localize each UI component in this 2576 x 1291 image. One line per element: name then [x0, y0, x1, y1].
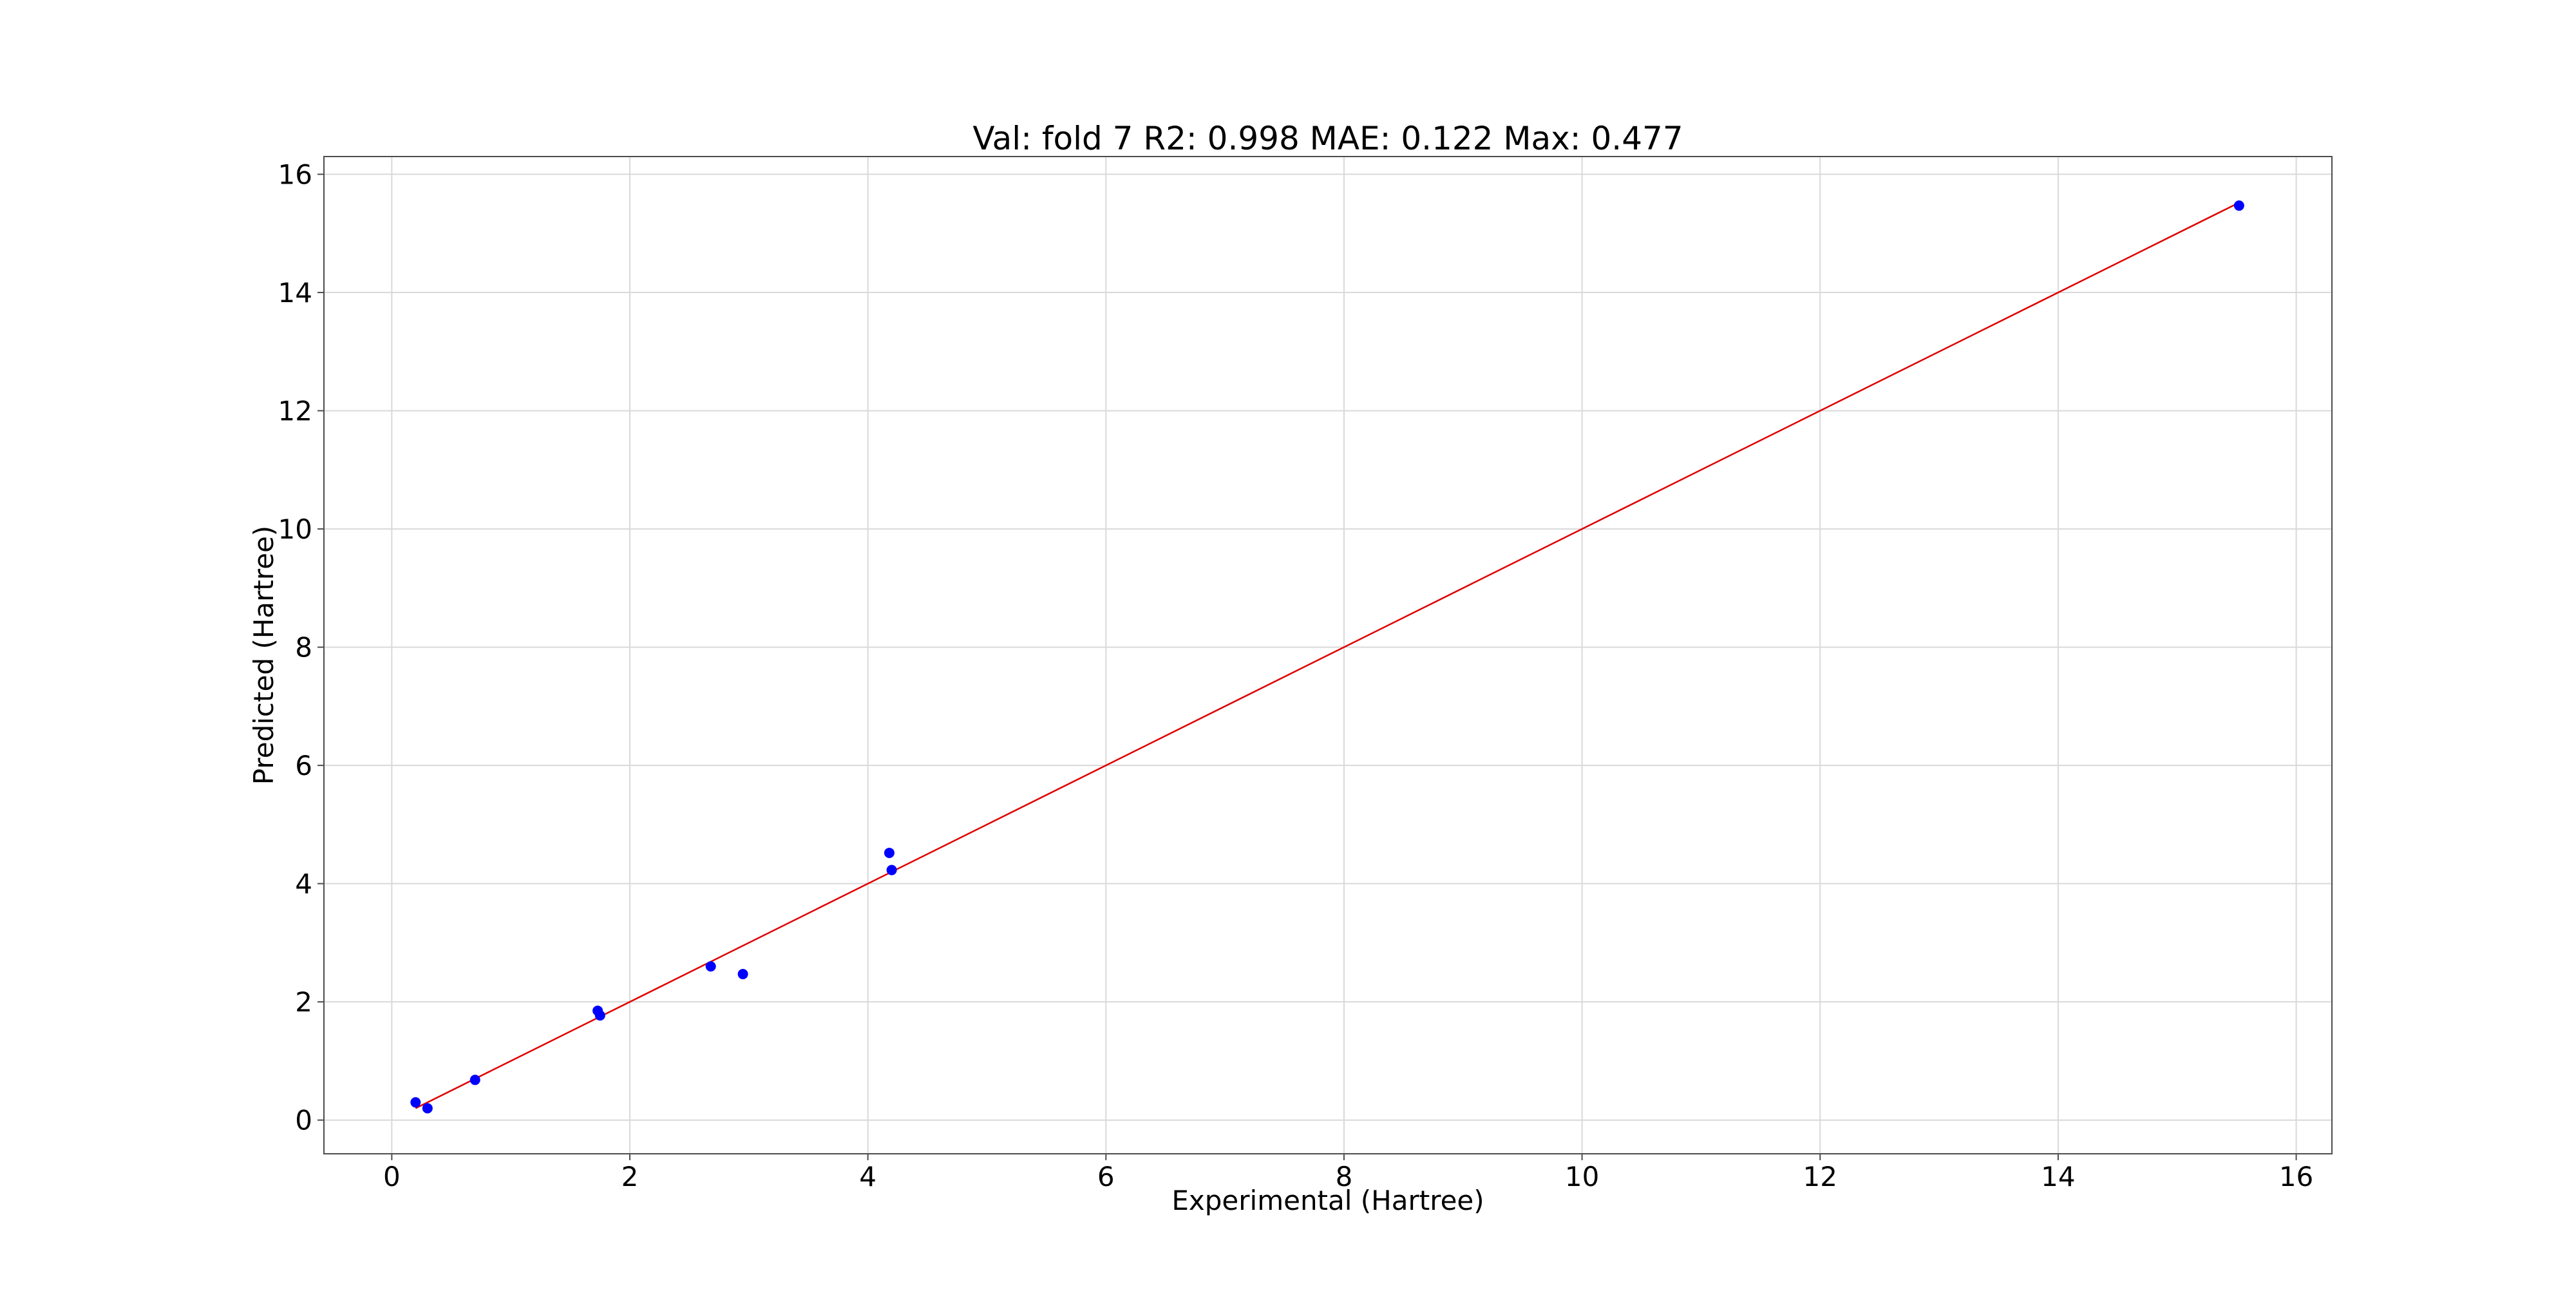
x-tick-label: 14 — [2041, 1161, 2075, 1192]
x-tick-label: 0 — [383, 1161, 401, 1192]
data-point — [884, 847, 895, 858]
y-tick-label: 12 — [278, 396, 312, 427]
x-tick-label: 8 — [1336, 1161, 1353, 1192]
x-tick-label: 16 — [2279, 1161, 2313, 1192]
x-tick-label: 4 — [859, 1161, 876, 1192]
data-point — [886, 865, 897, 875]
y-tick-label: 16 — [278, 159, 312, 191]
x-tick-label: 2 — [621, 1161, 639, 1192]
plot-area-frame — [323, 156, 2333, 1154]
x-axis-label: Experimental (Hartree) — [1171, 1185, 1484, 1216]
data-point — [2233, 200, 2244, 211]
y-axis-ticks: 0 2 4 6 8 10 12 14 16 — [278, 159, 324, 1136]
y-tick-label: 6 — [295, 750, 312, 781]
y-axis-label: Predicted (Hartree) — [248, 526, 279, 785]
x-tick-label: 10 — [1565, 1161, 1599, 1192]
y-tick-label: 0 — [295, 1105, 312, 1136]
data-point — [737, 969, 748, 980]
data-points-layer — [410, 200, 2244, 1114]
y-tick-label: 2 — [295, 986, 312, 1018]
reference-line — [415, 202, 2240, 1109]
data-point — [422, 1103, 433, 1114]
grid-layer — [324, 157, 2332, 1154]
y-tick-label: 8 — [295, 632, 312, 664]
y-tick-label: 10 — [278, 513, 312, 545]
data-point — [410, 1097, 421, 1108]
data-point — [594, 1010, 605, 1021]
y-tick-label: 4 — [295, 868, 312, 900]
chart-title: Val: fold 7 R2: 0.998 MAE: 0.122 Max: 0.… — [972, 120, 1683, 157]
x-axis-ticks: 0 2 4 6 8 10 12 14 16 — [383, 1154, 2313, 1192]
y-tick-label: 14 — [278, 277, 312, 309]
data-point — [705, 961, 716, 972]
data-point — [469, 1075, 480, 1085]
x-tick-label: 12 — [1803, 1161, 1837, 1192]
x-tick-label: 6 — [1097, 1161, 1115, 1192]
reference-line-layer — [415, 202, 2240, 1109]
